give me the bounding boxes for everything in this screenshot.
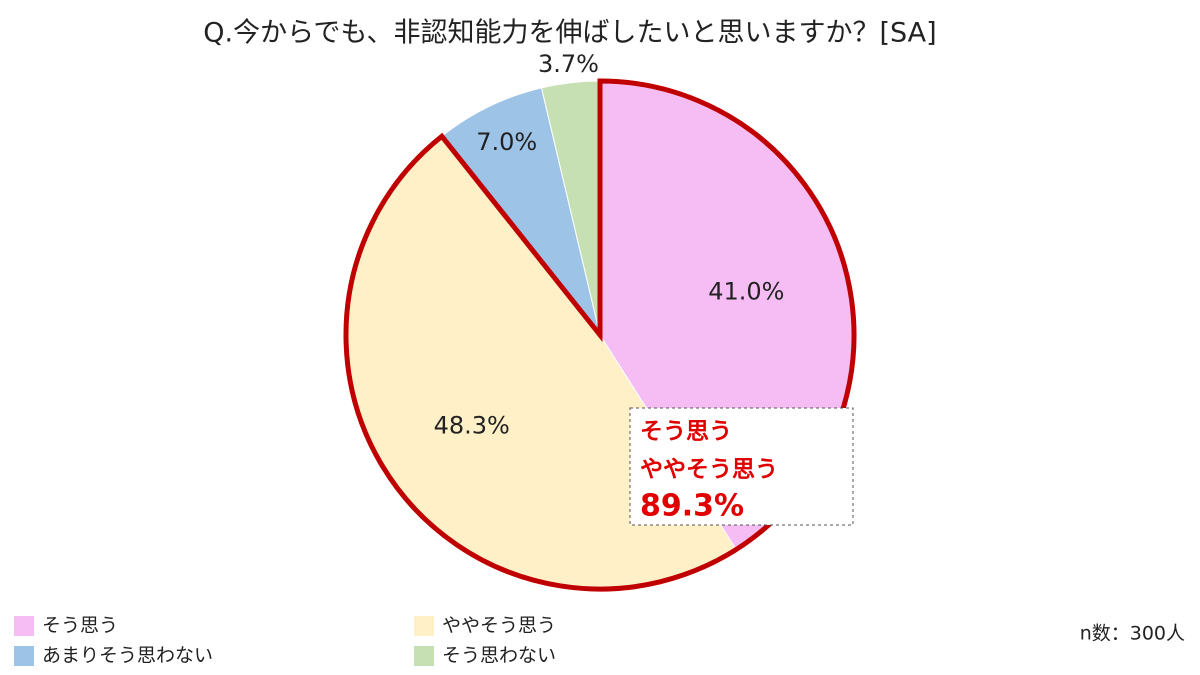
annotation: そう思う ややそう思う 89.3% [629,407,854,526]
legend-swatch [414,616,434,636]
value-label: 3.7% [538,50,599,78]
legend-swatch [414,646,434,666]
legend-label: そう思わない [442,645,556,667]
annotation-total: 89.3% [640,489,744,524]
value-label: 7.0% [476,128,537,156]
value-label: 41.0% [708,277,784,305]
value-label: 48.3% [434,411,510,439]
legend-swatch [14,616,34,636]
highlight-outline [343,78,857,592]
annotation-box [629,407,854,526]
annotation-line: そう思う [640,419,732,445]
legend-label: ややそう思う [442,615,556,637]
annotation-line: ややそう思う [640,457,778,483]
legend-label: あまりそう思わない [42,645,213,667]
note: n数：300人 [1080,623,1185,645]
chart-title: Q.今からでも、非認知能力を伸ばしたいと思いますか？[SA] [203,18,936,49]
legend-label: そう思う [42,615,118,637]
legend-swatch [14,646,34,666]
